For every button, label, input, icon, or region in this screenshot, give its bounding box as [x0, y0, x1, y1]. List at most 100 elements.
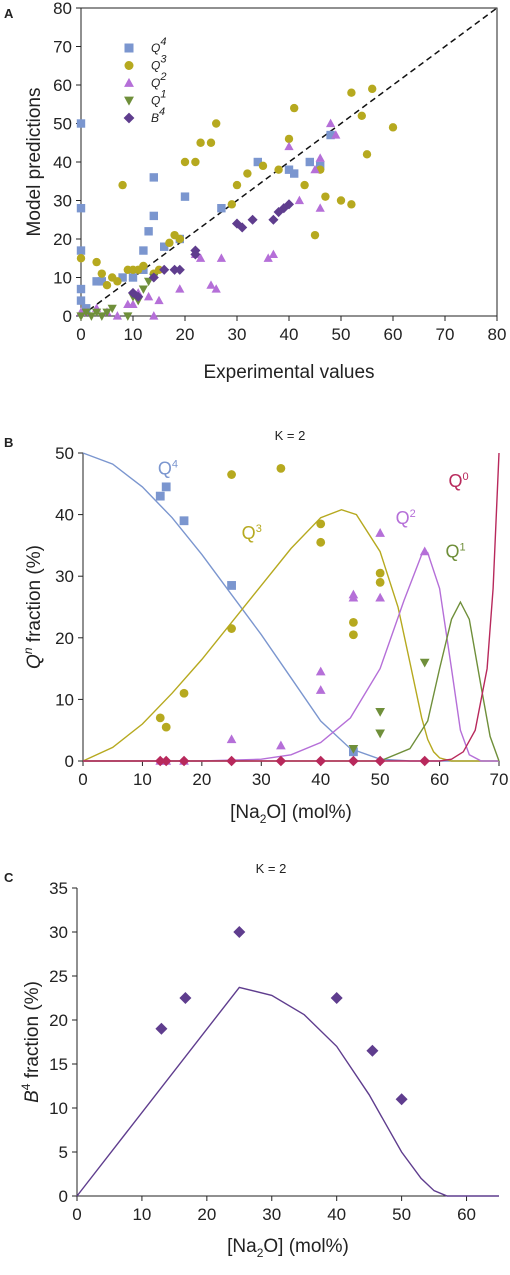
- y-tick-label: 20: [53, 230, 72, 249]
- panel-letter-a: A: [4, 6, 14, 21]
- x-tick-label: 0: [72, 1205, 81, 1224]
- data-point-q3: [232, 180, 242, 190]
- panel-b-subtitle: K = 2: [275, 428, 306, 443]
- data-point-q3: [347, 200, 356, 209]
- data-point-q4: [92, 277, 101, 286]
- y-tick-label: 50: [53, 115, 72, 134]
- x-tick-label: 40: [280, 325, 299, 344]
- x-axis-label: [Na2O] (mol%): [230, 802, 352, 826]
- data-point-q3: [316, 519, 326, 529]
- data-point-q2: [315, 685, 326, 694]
- data-point-q2: [315, 203, 325, 212]
- data-point-q1: [97, 312, 107, 321]
- data-point-q3: [368, 84, 377, 94]
- data-point-q3: [375, 577, 385, 587]
- data-point-b4: [283, 199, 295, 210]
- data-point-q3: [118, 180, 127, 190]
- y-tick-label: 40: [55, 506, 74, 525]
- data-point-series5: [178, 755, 190, 767]
- series-label-q1: Q1: [446, 542, 466, 562]
- data-point-q4: [290, 169, 299, 178]
- data-point-q3: [113, 277, 122, 286]
- data-point-series5: [160, 755, 172, 767]
- data-point-q2: [325, 118, 336, 128]
- data-point-q4: [76, 284, 86, 294]
- data-point-q4: [128, 273, 138, 282]
- data-point-q1: [375, 707, 385, 717]
- data-point-q1: [123, 312, 133, 321]
- x-tick-label: 0: [78, 770, 87, 789]
- y-axis-label: Qn fraction (%): [21, 545, 45, 669]
- data-point-q2: [128, 299, 138, 309]
- y-tick-label: 30: [53, 192, 72, 211]
- data-point-q4: [149, 211, 158, 221]
- legend-label-q4: Q4: [151, 36, 166, 55]
- data-point-q3: [274, 165, 283, 174]
- data-point-q3: [349, 630, 358, 640]
- model-curve-q3: [82, 508, 499, 762]
- data-point-b4: [190, 249, 201, 260]
- data-point-q3: [227, 200, 236, 209]
- y-tick-label: 10: [53, 269, 72, 288]
- data-point-b4: [247, 214, 258, 225]
- data-point-q3: [92, 257, 101, 267]
- x-tick-label: 80: [488, 325, 507, 344]
- data-point-q3: [321, 192, 330, 201]
- model-curve-q4: [82, 452, 499, 762]
- data-point-q2: [268, 249, 279, 258]
- data-point-q4: [155, 491, 165, 501]
- data-point-q3: [347, 88, 356, 97]
- data-point-q4: [305, 157, 314, 167]
- data-point-q1: [107, 304, 117, 314]
- x-tick-label: 20: [176, 325, 195, 344]
- series-label-q3: Q3: [242, 523, 262, 543]
- legend-marker-b4: [123, 112, 135, 124]
- data-point-series5: [275, 755, 287, 767]
- data-point-q3: [316, 537, 326, 547]
- data-point-q2: [375, 592, 385, 602]
- data-point-q2: [310, 164, 320, 174]
- data-point-q3: [258, 161, 268, 171]
- y-tick-label: 15: [49, 1055, 68, 1074]
- x-tick-label: 60: [384, 325, 403, 344]
- data-point-q2: [112, 311, 123, 320]
- data-point-q4: [326, 130, 335, 140]
- x-tick-label: 20: [197, 1205, 216, 1224]
- data-point-q2: [216, 253, 227, 262]
- y-tick-label: 0: [65, 752, 74, 771]
- data-point-q2: [276, 740, 286, 750]
- data-point-q3: [300, 180, 309, 190]
- y-tick-label: 30: [55, 567, 74, 586]
- y-tick-label: 5: [59, 1143, 68, 1162]
- data-point-q3: [206, 138, 216, 147]
- data-point-q4: [161, 482, 171, 492]
- y-tick-label: 30: [49, 923, 68, 942]
- data-point-q2: [331, 130, 341, 139]
- x-tick-label: 70: [436, 325, 455, 344]
- model-curve-q2: [83, 551, 499, 762]
- data-point-q2: [263, 253, 273, 262]
- parity-line: [80, 7, 498, 317]
- y-tick-label: 40: [53, 153, 72, 172]
- data-point-q3: [180, 157, 190, 167]
- series-label-q2: Q2: [396, 508, 416, 528]
- y-tick-label: 70: [53, 38, 72, 57]
- y-tick-label: 50: [55, 444, 74, 463]
- data-point-q2: [149, 311, 159, 320]
- y-tick-label: 25: [49, 967, 68, 986]
- data-point-q2: [315, 153, 325, 162]
- panel-c: C K = 2 0 10 20 30 40 50 60 0 5 10 15 20 25 30 35 [Na2O…: [4, 861, 499, 1260]
- data-point-q2: [348, 592, 359, 602]
- data-point-q3: [161, 722, 171, 732]
- data-point-q2: [375, 528, 385, 537]
- data-point-q3: [154, 265, 164, 274]
- data-point-series5: [419, 755, 430, 767]
- data-point-b4: [395, 1093, 408, 1106]
- y-tick-label: 80: [53, 0, 72, 18]
- data-point-q3: [375, 568, 385, 578]
- data-point-q4: [97, 277, 106, 286]
- legend-label-q3: Q3: [151, 54, 167, 73]
- data-point-series5: [154, 755, 166, 767]
- data-point-b4: [237, 222, 248, 233]
- model-curve-b4: [76, 986, 499, 1197]
